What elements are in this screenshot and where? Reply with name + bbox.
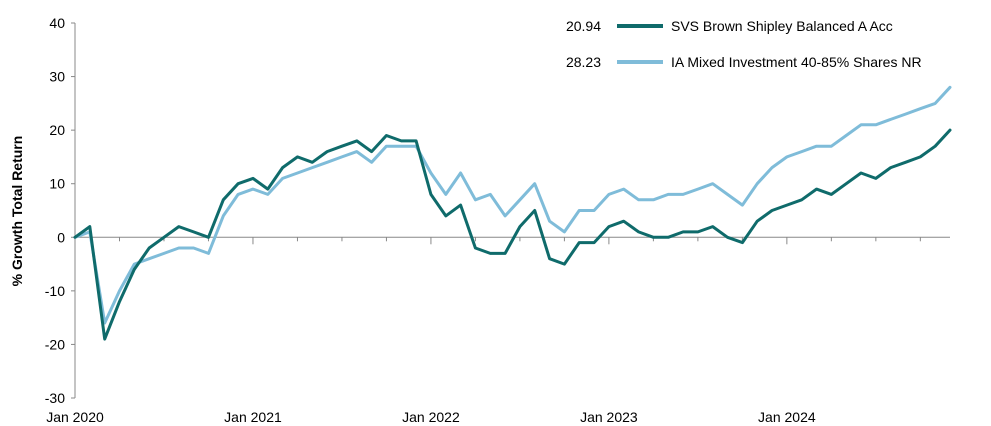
y-tick-label: -30 (45, 390, 65, 406)
series-line-0 (73, 128, 952, 341)
series-layer (73, 85, 952, 341)
y-tick-label: -20 (45, 336, 65, 352)
x-tick-label: Jan 2023 (580, 409, 638, 425)
y-tick-label: 40 (49, 15, 65, 31)
y-tick-label: 0 (57, 229, 65, 245)
legend-label: IA Mixed Investment 40-85% Shares NR (671, 54, 922, 70)
y-tick-label: 30 (49, 69, 65, 85)
x-axis: Jan 2020 Jan 2021 Jan 2022 Jan 2023 Jan 2024 (46, 236, 950, 425)
legend: 20.94 SVS Brown Shipley Balanced A Acc 28.… (566, 18, 922, 70)
series-line-1 (73, 85, 952, 325)
legend-label: SVS Brown Shipley Balanced A Acc (671, 18, 893, 34)
x-tick-label: Jan 2020 (46, 409, 104, 425)
y-axis: -30 -20 -10 0 10 20 30 40 (45, 15, 76, 406)
y-tick-label: -10 (45, 283, 65, 299)
x-tick-label: Jan 2022 (402, 409, 460, 425)
x-tick-label: Jan 2024 (758, 409, 816, 425)
y-tick-label: 10 (49, 176, 65, 192)
legend-value: 20.94 (566, 18, 601, 34)
y-axis-title: % Growth Total Return (9, 136, 25, 287)
legend-value: 28.23 (566, 54, 601, 70)
x-tick-label: Jan 2021 (224, 409, 282, 425)
y-tick-label: 20 (49, 122, 65, 138)
